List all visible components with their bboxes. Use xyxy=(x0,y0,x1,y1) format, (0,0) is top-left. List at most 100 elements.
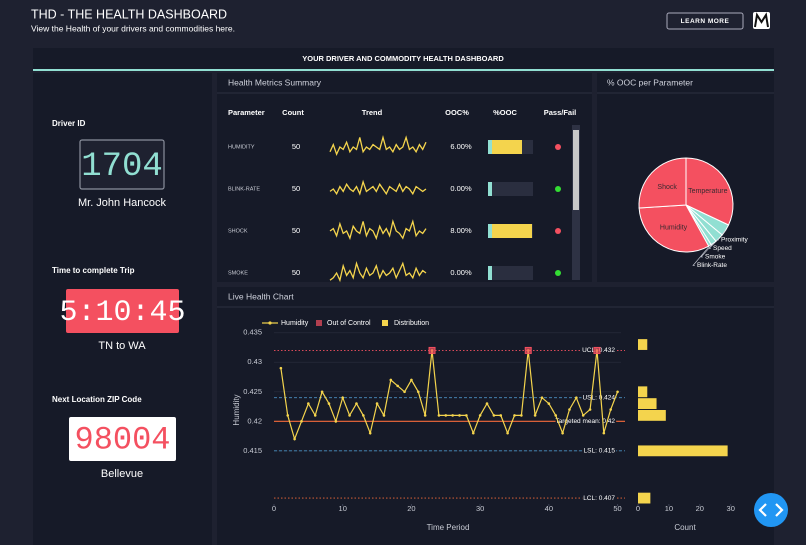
pie-label: Humidity xyxy=(660,224,688,231)
status-light xyxy=(555,144,561,150)
distribution-bar xyxy=(638,386,648,398)
distribution-bar xyxy=(638,445,728,457)
zip-code: 98004 xyxy=(74,421,170,458)
pie-slice xyxy=(638,204,710,253)
x-tick-label: 10 xyxy=(339,504,347,513)
app-subtitle: View the Health of your drivers and comm… xyxy=(31,23,235,33)
hist-tick-label: 0 xyxy=(636,504,640,513)
distribution-bar xyxy=(638,410,666,421)
humidity-point xyxy=(499,414,503,417)
code-toggle-button[interactable] xyxy=(754,493,788,527)
y-tick-label: 0.415 xyxy=(243,446,262,455)
humidity-point xyxy=(327,402,331,405)
distribution-bar xyxy=(638,339,648,350)
pie-title: % OOC per Parameter xyxy=(607,77,693,87)
reference-label: Targeted mean: 0.42 xyxy=(555,418,615,425)
humidity-point xyxy=(375,402,379,405)
learn-more-button[interactable] xyxy=(666,12,744,30)
pie-label: Shock xyxy=(657,184,677,191)
y-tick-label: 0.43 xyxy=(247,357,262,366)
humidity-point xyxy=(616,390,619,394)
ooc-bar xyxy=(492,224,532,238)
trend-sparkline xyxy=(329,261,427,283)
ooc-percent: 8.00% xyxy=(450,226,472,235)
reference-label: LSL: 0.415 xyxy=(584,448,616,455)
humidity-point xyxy=(334,420,338,423)
humidity-point xyxy=(554,414,558,417)
out-of-control-marker xyxy=(428,346,436,354)
legend-swatch xyxy=(382,320,388,326)
ooc-bar xyxy=(492,140,522,154)
trend-sparkline xyxy=(329,219,427,241)
humidity-point xyxy=(451,414,454,417)
banner xyxy=(33,48,774,70)
table-header: Pass/Fail xyxy=(544,108,577,117)
legend-dot xyxy=(268,321,272,325)
humidity-point xyxy=(561,431,564,435)
humidity-point xyxy=(362,414,365,417)
x-tick-label: 0 xyxy=(272,504,276,513)
pie-slice xyxy=(685,157,734,226)
humidity-point xyxy=(396,384,399,388)
distribution-bar xyxy=(638,492,651,504)
out-of-control-marker xyxy=(524,346,532,354)
table-header: Count xyxy=(282,108,304,117)
humidity-point xyxy=(588,408,592,411)
app-title: THD - THE HEALTH DASHBOARD xyxy=(31,7,227,21)
parameter-name: BLINK-RATE xyxy=(228,186,260,192)
humidity-point xyxy=(382,414,386,417)
humidity-point xyxy=(478,414,482,417)
city: Bellevue xyxy=(101,468,143,480)
scrollbar-thumb[interactable] xyxy=(573,130,579,210)
table-header: Parameter xyxy=(228,108,265,117)
humidity-point xyxy=(520,414,523,417)
humidity-point xyxy=(492,414,496,417)
humidity-line xyxy=(280,350,619,441)
ooc-bar-base xyxy=(488,266,492,280)
humidity-point xyxy=(355,402,358,405)
humidity-point xyxy=(540,396,544,399)
count: 50 xyxy=(292,184,300,193)
trend-sparkline xyxy=(329,134,427,156)
humidity-point xyxy=(300,420,303,423)
out-of-control-marker xyxy=(593,346,601,354)
x-tick-label: 30 xyxy=(476,504,484,513)
legend-swatch xyxy=(316,320,322,326)
banner-underline xyxy=(33,69,774,71)
humidity-point xyxy=(320,390,324,394)
metrics-panel xyxy=(217,73,592,282)
parameter-name: HUMIDITY xyxy=(228,144,255,150)
table-header: Trend xyxy=(362,108,383,117)
humidity-point xyxy=(575,396,578,399)
humidity-point xyxy=(416,390,420,394)
humidity-point xyxy=(293,437,296,441)
metrics-title: Health Metrics Summary xyxy=(228,77,322,87)
driver-name: Mr. John Hancock xyxy=(78,197,167,209)
legend-label: Distribution xyxy=(394,320,429,327)
ooc-bar-base xyxy=(488,140,492,154)
x-tick-label: 50 xyxy=(613,504,621,513)
table-header: OOC% xyxy=(445,108,469,117)
count: 50 xyxy=(292,226,300,235)
humidity-point xyxy=(286,414,290,417)
hist-tick-label: 30 xyxy=(727,504,735,513)
ooc-percent: 0.00% xyxy=(450,268,472,277)
pie-label: Proximity xyxy=(721,237,748,244)
humidity-point xyxy=(313,414,317,417)
x-axis-label: Time Period xyxy=(427,523,470,532)
y-tick-label: 0.425 xyxy=(243,387,262,396)
table-header: %OOC xyxy=(493,108,517,117)
ooc-bar-base xyxy=(488,224,492,238)
humidity-point xyxy=(279,366,283,370)
humidity-point xyxy=(444,414,448,417)
distribution-bar xyxy=(638,398,657,409)
hist-tick-label: 20 xyxy=(696,504,704,513)
hist-tick-label: 10 xyxy=(665,504,673,513)
ooc-bar-base xyxy=(488,182,492,196)
pie-label: Smoke xyxy=(705,254,726,261)
y-tick-label: 0.435 xyxy=(243,328,262,337)
learn-more-label[interactable]: LEARN MORE xyxy=(681,18,730,25)
ooc-percent: 6.00% xyxy=(450,142,472,151)
count: 50 xyxy=(292,268,300,277)
